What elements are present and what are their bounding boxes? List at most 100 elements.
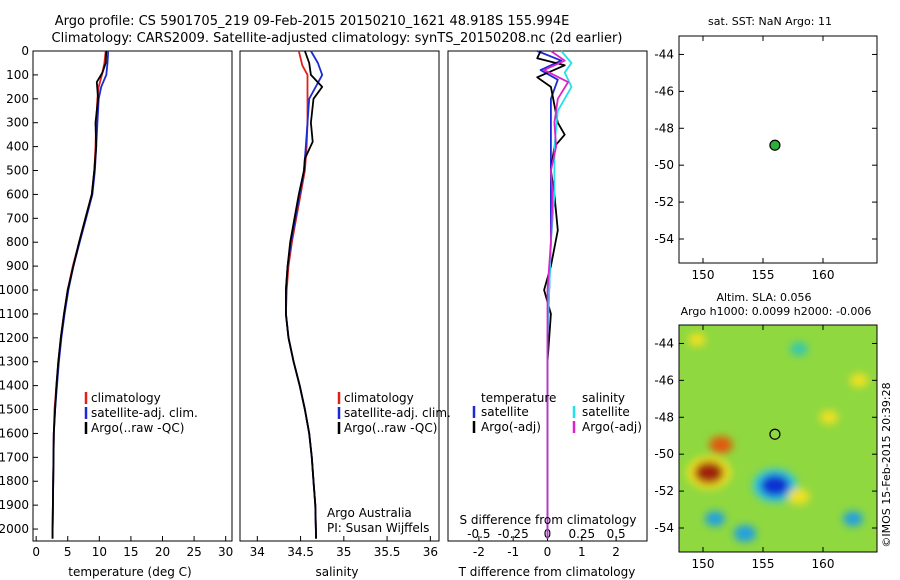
x-tick-label-35-5: 35.5 bbox=[374, 545, 401, 559]
depth-tick-label-1800: 1800 bbox=[0, 474, 29, 488]
depth-tick-label-700: 700 bbox=[6, 211, 29, 225]
legend-label-t-argo: Argo(-adj) bbox=[481, 420, 541, 434]
sla-feature-10 bbox=[849, 373, 869, 388]
top-tick-label-0-5: 0.5 bbox=[607, 527, 626, 541]
salinity-panel: 34 34.5 35 35.5 36 salinity climatology sate… bbox=[239, 50, 451, 579]
series-line-satellite-adj-clim bbox=[51, 50, 110, 539]
argo-position-marker bbox=[769, 428, 781, 440]
depth-tick-label-400: 400 bbox=[6, 140, 29, 154]
temperature-x-axis: 0 5 10 15 20 25 30 bbox=[32, 536, 233, 559]
lat-tick-label-44: -44 bbox=[654, 47, 674, 61]
temperature-legend: climatology satellite-adj. clim. Argo(..… bbox=[84, 391, 198, 435]
sla-feature-6 bbox=[819, 410, 839, 425]
credit-pi: PI: Susan Wijffels bbox=[327, 521, 429, 535]
x-tick-label-5: 5 bbox=[64, 545, 72, 559]
sla-feature-5 bbox=[790, 342, 808, 356]
lat-tick-label-50: -50 bbox=[654, 158, 674, 172]
sla-map-title: Altim. SLA: 0.056 bbox=[716, 291, 811, 304]
salinity-axis-label: salinity bbox=[315, 565, 358, 579]
lon-tick-label-150: 150 bbox=[692, 268, 715, 282]
depth-tick-label-800: 800 bbox=[6, 235, 29, 249]
s-difference-axis-label: S difference from climatology bbox=[460, 513, 637, 527]
depth-tick-label-1700: 1700 bbox=[0, 450, 29, 464]
legend-heading-temperature: temperature bbox=[481, 391, 556, 405]
legend-label-s-satellite: satellite bbox=[582, 405, 630, 419]
difference-series-group bbox=[536, 50, 573, 539]
legend-label-satellite: satellite-adj. clim. bbox=[344, 406, 451, 420]
sla-feature-4 bbox=[733, 525, 757, 542]
top-tick-label-0-25: 0.25 bbox=[568, 527, 595, 541]
salinity-x-axis: 34 34.5 35 35.5 36 bbox=[250, 536, 438, 559]
sst-map-axes: 150 155 160 -44 -46 -48 -50 -52 -54 bbox=[654, 36, 877, 282]
depth-tick-label-900: 900 bbox=[6, 259, 29, 273]
legend-label-argo: Argo(..raw -QC) bbox=[91, 421, 184, 435]
sla-map-marks bbox=[769, 428, 781, 440]
lon-tick-label-160: 160 bbox=[812, 557, 835, 571]
lon-tick-label-160: 160 bbox=[812, 268, 835, 282]
lat-tick-label-52: -52 bbox=[654, 195, 674, 209]
x-tick-label-1: 1 bbox=[578, 545, 586, 559]
difference-legend: temperature satellite Argo(-adj) salinit… bbox=[472, 391, 642, 434]
sla-feature-2 bbox=[760, 474, 790, 497]
depth-tick-label-1600: 1600 bbox=[0, 426, 29, 440]
sla-feature-0 bbox=[694, 461, 724, 484]
t-difference-axis-label: T difference from climatology bbox=[458, 565, 636, 579]
x-tick-label-20: 20 bbox=[155, 545, 170, 559]
temperature-plot-frame bbox=[32, 50, 233, 542]
x-tick-label-10: 10 bbox=[92, 545, 107, 559]
sst-map-title: sat. SST: NaN Argo: 11 bbox=[708, 15, 832, 28]
series-line-salinity-argo-adj bbox=[543, 50, 569, 539]
sla-feature-9 bbox=[843, 511, 863, 527]
series-line-satellite-adj-clim bbox=[284, 50, 324, 539]
temperature-axis-label: temperature (deg C) bbox=[68, 565, 191, 579]
x-tick-label-30: 30 bbox=[218, 545, 233, 559]
sla-feature-8 bbox=[788, 488, 810, 505]
lat-tick-label-46: -46 bbox=[654, 84, 674, 98]
top-tick-label-0-25: -0.25 bbox=[498, 527, 529, 541]
sla-feature-1 bbox=[709, 436, 733, 454]
series-line-argo-raw-qc bbox=[51, 50, 108, 539]
lon-tick-label-155: 155 bbox=[752, 557, 775, 571]
figure-title-line1: Argo profile: CS 5901705_219 09-Feb-2015… bbox=[55, 14, 570, 29]
temperature-series-group bbox=[51, 50, 110, 539]
legend-label-s-argo: Argo(-adj) bbox=[582, 420, 642, 434]
depth-tick-label-1500: 1500 bbox=[0, 403, 29, 417]
x-tick-label-15: 15 bbox=[123, 545, 138, 559]
depth-tick-label-200: 200 bbox=[6, 92, 29, 106]
legend-heading-salinity: salinity bbox=[582, 391, 625, 405]
legend-label-climatology: climatology bbox=[91, 391, 161, 405]
figure-title-line2: Climatology: CARS2009. Satellite-adjuste… bbox=[52, 31, 623, 46]
x-tick-label-34-5: 34.5 bbox=[287, 545, 314, 559]
legend-label-satellite: satellite-adj. clim. bbox=[91, 406, 198, 420]
x-tick-label-35: 35 bbox=[336, 545, 351, 559]
timestamp-side-text: ©IMOS 15-Feb-2015 20:39:28 bbox=[880, 382, 893, 547]
lat-tick-label-54: -54 bbox=[654, 521, 674, 535]
salinity-legend: climatology satellite-adj. clim. Argo(..… bbox=[337, 391, 451, 435]
x-tick-label-2: 2 bbox=[612, 545, 620, 559]
depth-tick-label-1300: 1300 bbox=[0, 355, 29, 369]
argo-position-marker bbox=[769, 139, 781, 151]
depth-tick-label-1400: 1400 bbox=[0, 379, 29, 393]
s-difference-x-axis: -0.5 -0.25 0 0.25 0.5 bbox=[467, 527, 625, 541]
depth-tick-label-1900: 1900 bbox=[0, 498, 29, 512]
sla-feature-group bbox=[686, 333, 869, 542]
series-line-argo-raw-qc bbox=[284, 50, 324, 539]
sla-map-frame bbox=[678, 324, 878, 553]
legend-label-climatology: climatology bbox=[344, 391, 414, 405]
lon-tick-label-150: 150 bbox=[692, 557, 715, 571]
temperature-panel: 0100200300400500600700800900100011001200… bbox=[0, 44, 233, 579]
sla-feature-3 bbox=[705, 511, 725, 527]
depth-tick-label-1200: 1200 bbox=[0, 331, 29, 345]
salinity-plot-frame bbox=[239, 50, 440, 542]
x-tick-label-34: 34 bbox=[250, 545, 265, 559]
sst-map-marks bbox=[769, 139, 781, 151]
x-tick-label-0: 0 bbox=[544, 545, 552, 559]
sst-map-panel: sat. SST: NaN Argo: 11 150 155 160 -44 -46 -4… bbox=[654, 15, 878, 282]
depth-tick-label-100: 100 bbox=[6, 68, 29, 82]
lon-tick-label-155: 155 bbox=[752, 268, 775, 282]
lat-tick-label-44: -44 bbox=[654, 336, 674, 350]
lat-tick-label-46: -46 bbox=[654, 373, 674, 387]
depth-tick-label-1000: 1000 bbox=[0, 283, 29, 297]
legend-label-t-satellite: satellite bbox=[481, 405, 529, 419]
lat-tick-label-52: -52 bbox=[654, 484, 674, 498]
